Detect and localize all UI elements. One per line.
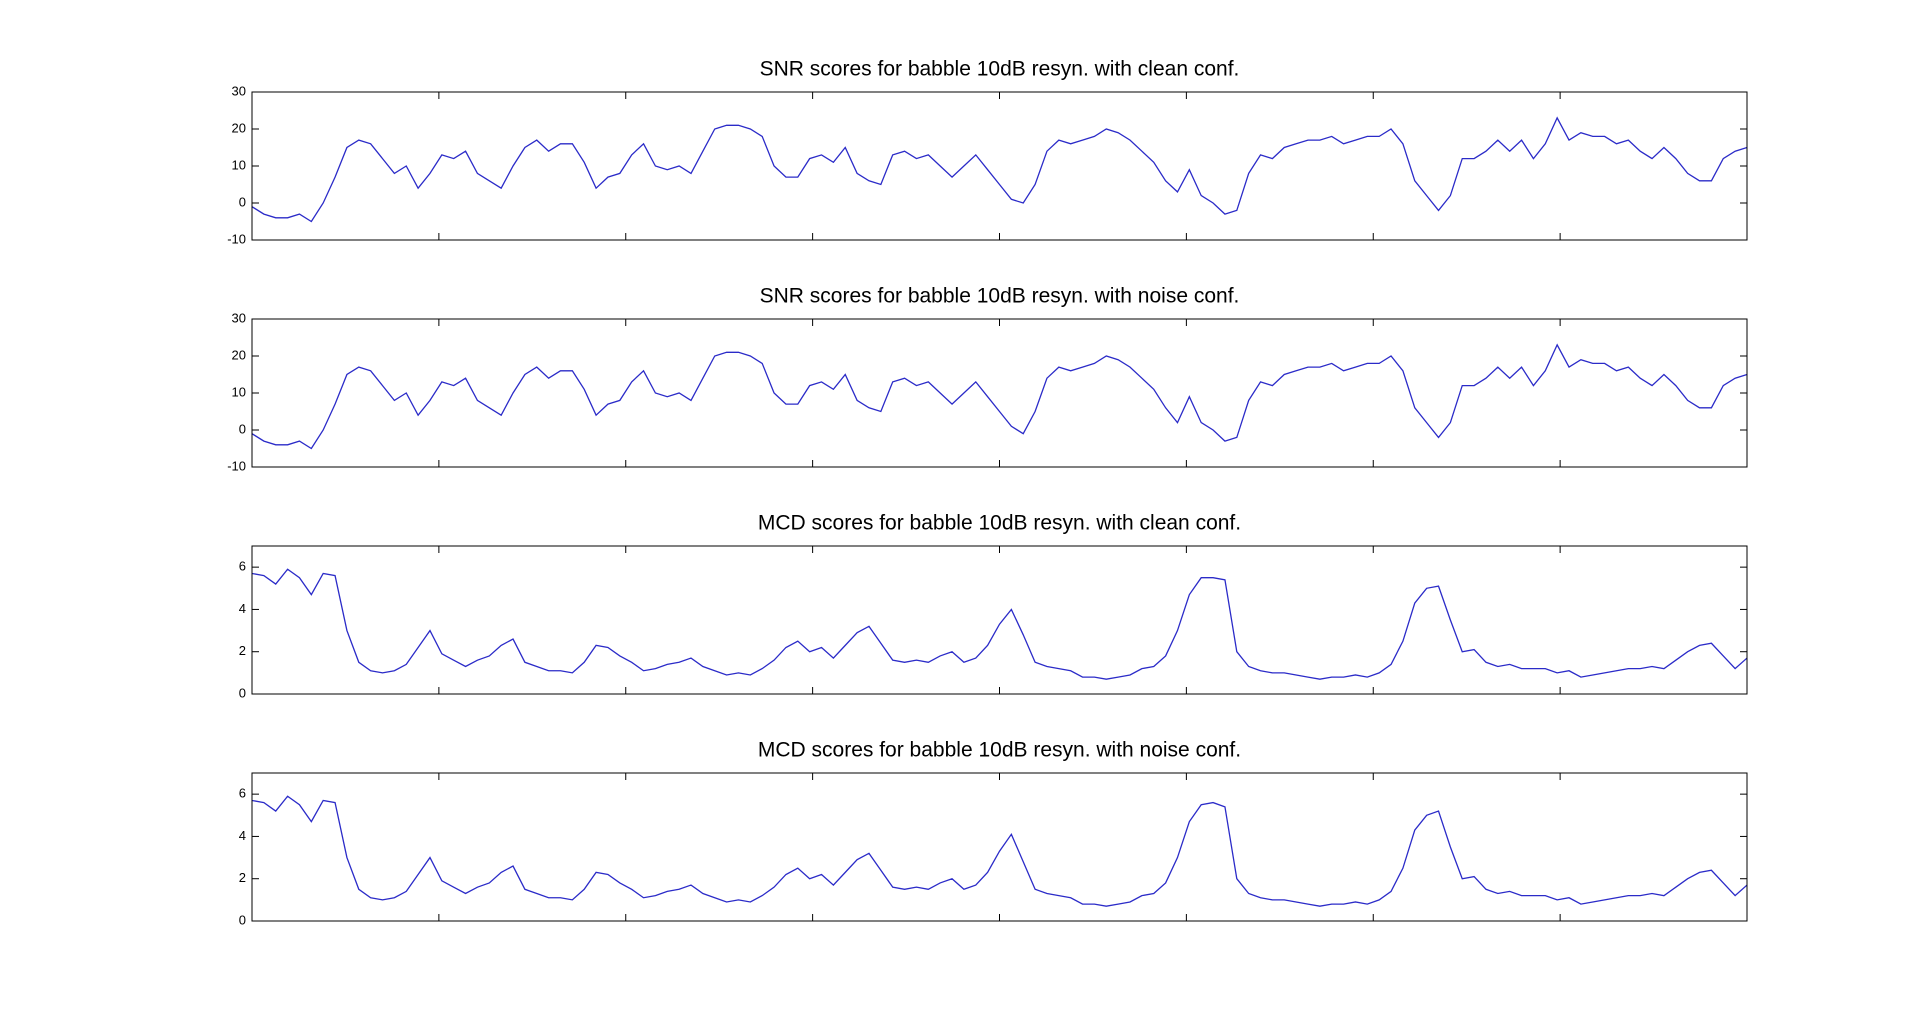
y-tick-label: 0 [239, 912, 246, 927]
y-tick-label: 20 [232, 347, 246, 362]
axes-box [251, 545, 1748, 695]
y-tick-label: 2 [239, 643, 246, 658]
chart-title: MCD scores for babble 10dB resyn. with n… [758, 739, 1241, 762]
data-line [251, 795, 1748, 907]
y-tick-label: -10 [227, 231, 246, 246]
y-tick-label: 30 [232, 83, 246, 98]
y-tick-label: 0 [239, 685, 246, 700]
y-tick-label: 10 [232, 157, 246, 172]
chart-title: SNR scores for babble 10dB resyn. with c… [760, 58, 1240, 81]
chart-title: SNR scores for babble 10dB resyn. with n… [760, 285, 1240, 308]
y-tick-label: -10 [227, 458, 246, 473]
y-tick-label: 2 [239, 870, 246, 885]
axes-box [251, 318, 1748, 468]
axes-box [251, 772, 1748, 922]
y-tick-label: 10 [232, 384, 246, 399]
axes-box [251, 91, 1748, 241]
data-line [251, 568, 1748, 680]
y-tick-label: 0 [239, 421, 246, 436]
y-tick-label: 20 [232, 120, 246, 135]
y-tick-label: 6 [239, 559, 246, 574]
y-tick-label: 4 [239, 601, 246, 616]
y-tick-label: 0 [239, 194, 246, 209]
data-line [251, 343, 1748, 450]
y-tick-label: 6 [239, 786, 246, 801]
data-line [251, 116, 1748, 223]
chart-title: MCD scores for babble 10dB resyn. with c… [758, 512, 1241, 535]
y-tick-label: 30 [232, 310, 246, 325]
y-tick-label: 4 [239, 828, 246, 843]
